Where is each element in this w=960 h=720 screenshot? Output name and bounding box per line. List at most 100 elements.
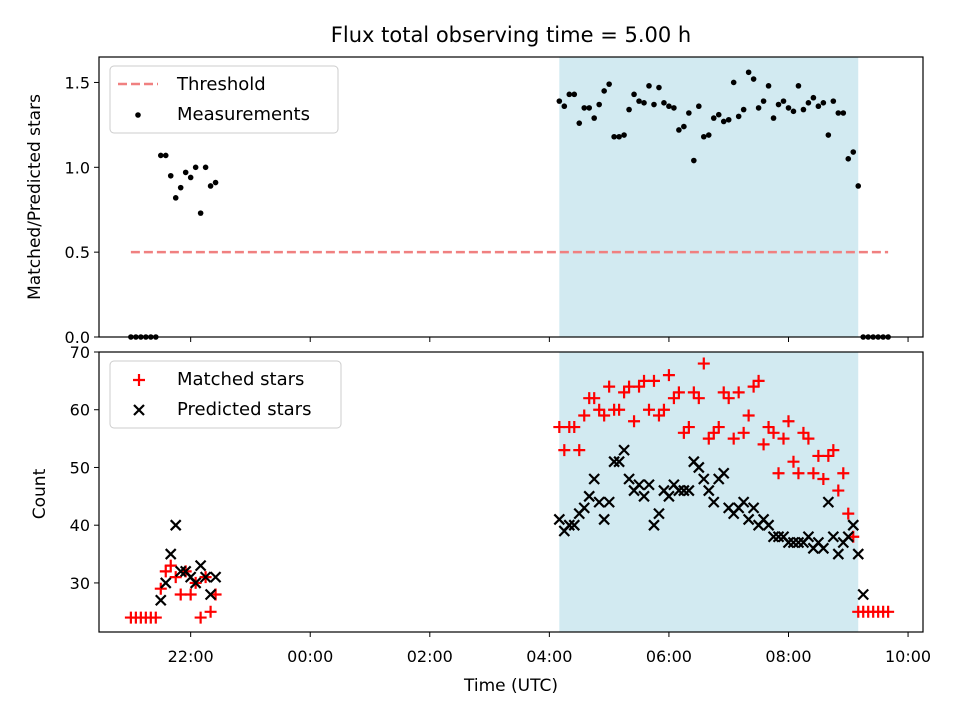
predicted-star-point [563,519,576,531]
measurement-point [775,101,782,108]
predicted-star-point [648,519,660,531]
matched-star-point [792,467,805,480]
matched-star-point [752,374,765,387]
predicted-star-point [782,536,795,549]
measurement-point [765,83,772,89]
measurement-point [825,132,832,138]
measurement-point [202,164,209,171]
matched-star-point [692,392,705,405]
predicted-star-point [767,530,780,543]
count-plot-frame [98,351,924,633]
ratio-x-ticks [190,337,909,342]
predicted-star-point [189,577,202,589]
measurement-point [576,120,583,126]
matched-star-point [782,415,795,428]
measurement-point [795,83,802,89]
legend-matched-swatch [133,374,145,386]
predicted-star-point [568,519,581,531]
count-panel: 30 40 50 60 70 22:00 00:00 02:00 04:00 06:00 08:0… [30,343,931,696]
matched-star-point [647,374,660,387]
predicted-star-point [787,536,800,549]
measurement-point [770,115,777,121]
ratio-y-tick-label: 1.5 [65,73,90,92]
predicted-star-point [174,565,187,578]
count-y-axis-label: Count [30,468,50,519]
predicted-star-point [204,588,217,601]
predicted-star-point [802,530,815,543]
predicted-star-point [638,490,650,503]
matched-star-point [837,467,850,480]
measurement-point [696,103,702,110]
predicted-star-point [199,571,212,583]
matched-star-point [672,386,685,399]
measurement-point [785,105,792,111]
predicted-star-point [693,461,705,474]
chart-title: Flux total observing time = 5.00 h [331,23,691,47]
legend-matched-label: Matched stars [177,369,304,390]
measurement-point [611,133,617,140]
predicted-star-point [683,484,695,497]
predicted-star-point [613,455,625,468]
predicted-star-point [747,502,760,514]
measurement-point [157,152,164,159]
ratio-legend-box [109,65,339,134]
matched-star-point [662,369,675,382]
measurement-point [606,81,612,87]
measurement-point [845,156,852,162]
count-y-tick-label: 60 [70,401,90,420]
matched-star-point [697,357,710,370]
measurement-point [187,174,194,181]
predicted-star-point [762,519,775,531]
measurement-point [641,100,647,106]
matched-star-point [603,380,616,393]
predicted-star-point [159,577,172,589]
measurement-point [735,113,742,120]
matched-star-point [568,421,581,434]
count-marks [124,357,895,624]
predicted-star-point [703,484,715,497]
matched-star-point [882,605,895,618]
measurement-point [586,105,593,111]
measurement-point [596,101,602,108]
matched-star-point [154,582,167,595]
predicted-star-point [633,479,645,491]
predicted-star-point [154,594,167,607]
matched-star-point [613,403,626,416]
measurement-point [197,210,204,216]
predicted-star-point [717,467,730,480]
ratio-y-tick-label: 0.5 [65,243,90,262]
matched-star-point [642,403,655,416]
measurement-point [740,106,747,113]
predicted-star-point [164,548,177,560]
ratio-y-tick-label: 1.0 [65,158,90,177]
predicted-star-point [169,519,182,531]
matched-star-point [722,392,735,405]
matched-star-point [588,392,601,405]
measurement-point [626,106,632,113]
matched-star-point [742,409,755,422]
predicted-star-point [653,507,665,520]
predicted-star-point [842,530,855,543]
predicted-star-point [737,496,750,508]
matched-star-point [842,507,855,520]
measurement-point [671,105,677,111]
legend-threshold-label: Threshold [176,74,266,95]
measurement-point [710,115,717,121]
ratio-y-tick-label: 0.0 [65,328,90,347]
measurement-point [561,103,568,110]
predicted-star-point [847,519,860,531]
measurement-point [760,98,767,104]
legend-measurements-label: Measurements [177,104,310,125]
predicted-star-point [578,502,591,514]
measurement-point [725,116,732,123]
measurement-point [750,76,757,82]
measurement-point [686,110,692,116]
count-x-tick-label: 06:00 [646,647,692,666]
count-x-ticks: 22:00 00:00 02:00 04:00 06:00 08:00 10:00 [168,632,931,666]
legend-predicted-label: Predicted stars [177,399,311,420]
measurement-point [820,100,827,106]
predicted-star-point [583,490,595,503]
count-legend: Matched stars Predicted stars [109,360,342,429]
measurement-point [636,98,642,104]
